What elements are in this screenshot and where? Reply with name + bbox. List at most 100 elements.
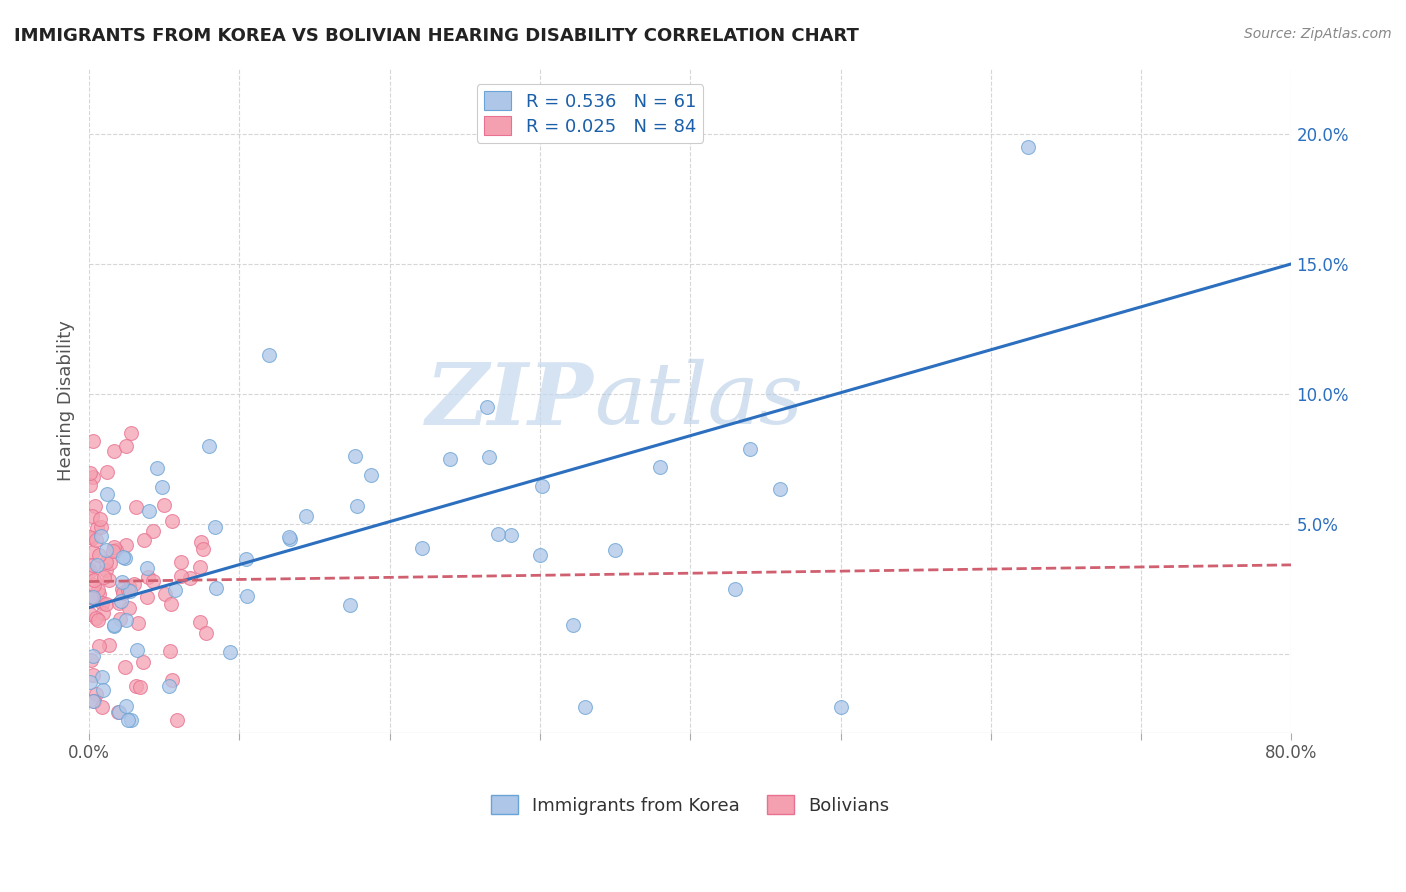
Point: [82, 591, 104, 605]
Point: [80, 509, 103, 524]
Point: [80, 590, 103, 604]
Point: [103, 618, 125, 632]
Point: [104, 542, 127, 557]
Point: [108, 705, 131, 719]
Point: [89, 512, 111, 526]
Point: [89, 639, 111, 653]
Point: [82, 531, 104, 545]
Point: [86, 610, 108, 624]
Point: [82, 649, 104, 664]
Point: [477, 400, 499, 414]
Point: [204, 520, 226, 534]
Point: [259, 348, 281, 362]
Point: [98, 638, 121, 652]
Point: [96, 598, 118, 612]
Point: [1017, 139, 1039, 153]
Point: [107, 705, 129, 719]
Point: [79, 590, 101, 604]
Point: [169, 555, 191, 569]
Point: [84, 499, 107, 513]
Point: [343, 450, 366, 464]
Point: [97, 574, 120, 588]
Text: atlas: atlas: [595, 359, 803, 442]
Point: [142, 524, 165, 539]
Text: ZIP: ZIP: [426, 359, 595, 442]
Y-axis label: Hearing Disability: Hearing Disability: [58, 320, 75, 481]
Point: [82, 544, 104, 558]
Point: [93, 570, 115, 584]
Point: [561, 618, 583, 632]
Point: [103, 444, 125, 458]
Point: [89, 587, 111, 601]
Point: [439, 452, 461, 467]
Point: [157, 679, 180, 693]
Point: [360, 468, 382, 483]
Point: [127, 642, 149, 657]
Point: [101, 544, 124, 558]
Point: [163, 582, 186, 597]
Text: Source: ZipAtlas.com: Source: ZipAtlas.com: [1244, 27, 1392, 41]
Point: [204, 581, 226, 595]
Point: [152, 498, 174, 512]
Point: [90, 529, 112, 543]
Point: [136, 561, 159, 575]
Point: [162, 514, 184, 528]
Point: [111, 582, 134, 597]
Point: [90, 596, 112, 610]
Point: [188, 560, 211, 574]
Point: [91, 682, 114, 697]
Point: [740, 442, 762, 456]
Point: [101, 500, 124, 515]
Point: [218, 645, 240, 659]
Point: [278, 533, 301, 547]
Point: [79, 466, 101, 480]
Point: [153, 587, 176, 601]
Point: [142, 574, 165, 589]
Point: [277, 530, 299, 544]
Point: [124, 500, 146, 515]
Point: [236, 589, 259, 603]
Point: [339, 598, 361, 612]
Point: [77, 562, 100, 576]
Point: [529, 549, 551, 563]
Point: [83, 573, 105, 587]
Point: [79, 564, 101, 578]
Point: [118, 579, 141, 593]
Point: [91, 606, 114, 620]
Point: [79, 652, 101, 666]
Point: [769, 482, 792, 496]
Point: [120, 713, 142, 727]
Point: [170, 569, 193, 583]
Point: [110, 594, 132, 608]
Point: [115, 439, 138, 453]
Point: [830, 699, 852, 714]
Point: [79, 530, 101, 544]
Point: [120, 426, 142, 441]
Point: [162, 673, 184, 688]
Point: [603, 543, 626, 558]
Point: [79, 478, 101, 492]
Point: [87, 548, 110, 562]
Point: [159, 597, 181, 611]
Point: [82, 434, 104, 448]
Point: [179, 571, 201, 585]
Point: [115, 538, 138, 552]
Point: [83, 694, 105, 708]
Point: [150, 480, 173, 494]
Point: [112, 549, 135, 564]
Point: [103, 540, 125, 554]
Point: [108, 612, 131, 626]
Point: [86, 521, 108, 535]
Point: [84, 533, 107, 547]
Point: [94, 543, 117, 558]
Text: IMMIGRANTS FROM KOREA VS BOLIVIAN HEARING DISABILITY CORRELATION CHART: IMMIGRANTS FROM KOREA VS BOLIVIAN HEARIN…: [14, 27, 859, 45]
Point: [86, 614, 108, 628]
Point: [136, 569, 159, 583]
Point: [574, 699, 596, 714]
Point: [145, 461, 167, 475]
Point: [84, 686, 107, 700]
Point: [477, 450, 499, 464]
Point: [193, 541, 215, 556]
Point: [111, 586, 134, 600]
Point: [83, 578, 105, 592]
